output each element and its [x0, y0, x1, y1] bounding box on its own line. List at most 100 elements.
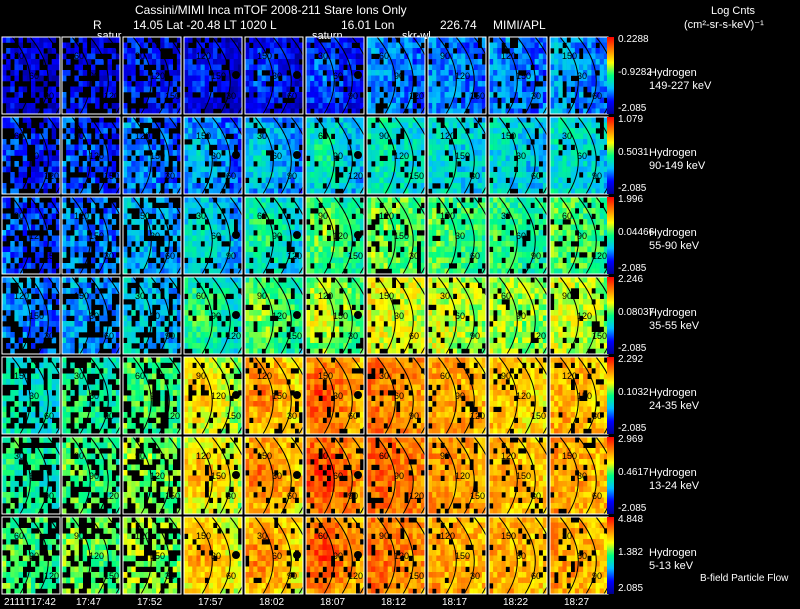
heatmap-cell — [383, 257, 389, 264]
heatmap-cell — [225, 128, 230, 134]
heatmap-cell — [152, 219, 157, 225]
heatmap-cell — [294, 48, 300, 54]
heatmap-cell — [115, 133, 121, 140]
heatmap-cell — [139, 257, 145, 264]
heatmap-cell — [396, 117, 401, 123]
heatmap-cell — [290, 155, 296, 162]
contour-label: 30 — [272, 71, 282, 81]
heatmap-cell — [196, 166, 201, 173]
heatmap-cell — [570, 208, 576, 214]
heatmap-cell — [371, 197, 376, 203]
heatmap-cell — [351, 183, 357, 189]
heatmap-cell — [412, 213, 418, 220]
heatmap-cell — [379, 128, 384, 134]
heatmap-cell — [139, 108, 145, 115]
heatmap-cell — [538, 86, 544, 93]
heatmap-cell — [493, 128, 498, 134]
heatmap-cell — [497, 108, 502, 115]
heatmap-cell — [160, 213, 165, 220]
heatmap-cell — [43, 81, 48, 87]
heatmap-cell — [265, 241, 271, 247]
heatmap-cell — [31, 213, 36, 220]
heatmap-cell — [432, 133, 437, 140]
heatmap-cell — [355, 144, 361, 151]
heatmap-cell — [164, 235, 169, 242]
heatmap-cell — [196, 208, 201, 214]
heatmap-cell — [493, 188, 498, 195]
heatmap-cell — [343, 59, 348, 65]
heatmap-cell — [78, 97, 84, 104]
heatmap-cell — [204, 155, 210, 162]
heatmap-cell — [518, 75, 523, 82]
heatmap-cell — [152, 75, 157, 82]
heatmap-cell — [196, 81, 201, 87]
heatmap-cell — [509, 197, 515, 203]
heatmap-cell — [554, 252, 559, 258]
heatmap-cell — [6, 213, 11, 220]
heatmap-cell — [115, 150, 121, 156]
heatmap-cell — [518, 59, 523, 65]
heatmap-cell — [286, 230, 291, 236]
heatmap-cell — [444, 81, 450, 87]
heatmap-cell — [400, 155, 405, 162]
heatmap-cell — [14, 128, 19, 134]
heatmap-cell — [282, 117, 287, 123]
heatmap-cell — [143, 188, 149, 195]
heatmap-cell — [444, 252, 450, 258]
heatmap-cell — [261, 188, 267, 195]
contour-label: 120 — [379, 211, 394, 221]
heatmap-cell — [570, 37, 576, 43]
heatmap-cell — [550, 75, 555, 82]
heatmap-cell — [99, 224, 104, 231]
heatmap-cell — [550, 197, 555, 203]
heatmap-cell — [448, 86, 454, 93]
heatmap-cell — [294, 144, 300, 151]
heatmap-cell — [379, 224, 384, 231]
heatmap-cell — [367, 252, 372, 258]
heatmap-cell — [86, 235, 92, 242]
heatmap-cell — [428, 139, 433, 145]
heatmap-cell — [10, 241, 15, 247]
heatmap-cell — [432, 161, 437, 167]
heatmap-cell — [147, 48, 153, 54]
heatmap-cell — [554, 161, 559, 167]
heatmap-cell — [217, 133, 222, 140]
heatmap-cell — [457, 133, 462, 140]
heatmap-cell — [404, 75, 409, 82]
heatmap-cell — [469, 252, 474, 258]
heatmap-cell — [192, 252, 197, 258]
contour-line — [376, 196, 396, 275]
heatmap-cell — [286, 257, 291, 264]
heatmap-cell — [35, 241, 40, 247]
heatmap-cell — [339, 139, 344, 145]
heatmap-cell — [448, 128, 454, 134]
heatmap-cell — [440, 183, 445, 189]
heatmap-cell — [416, 117, 422, 123]
heatmap-cell — [530, 213, 535, 220]
heatmap-cell — [375, 202, 380, 209]
heatmap-cell — [318, 172, 323, 178]
heatmap-cell — [103, 208, 108, 214]
heatmap-cell — [599, 37, 605, 43]
heatmap-cell — [152, 144, 157, 151]
heatmap-cell — [326, 92, 332, 98]
heatmap-cell — [229, 235, 235, 242]
heatmap-cell — [428, 257, 433, 264]
heatmap-cell — [570, 166, 576, 173]
heatmap-cell — [383, 235, 389, 242]
heatmap-cell — [310, 139, 315, 145]
heatmap-cell — [534, 75, 540, 82]
heatmap-cell — [131, 48, 136, 54]
heatmap-cell — [538, 224, 544, 231]
heatmap-cell — [103, 213, 108, 220]
heatmap-cell — [245, 246, 250, 253]
heatmap-cell — [184, 172, 189, 178]
heatmap-cell — [14, 246, 19, 253]
heatmap-cell — [587, 183, 592, 189]
heatmap-cell — [387, 97, 393, 104]
heatmap-cell — [43, 144, 48, 151]
heatmap-cell — [314, 64, 319, 71]
heatmap-cell — [10, 188, 15, 195]
heatmap-cell — [412, 208, 418, 214]
heatmap-cell — [367, 213, 372, 220]
